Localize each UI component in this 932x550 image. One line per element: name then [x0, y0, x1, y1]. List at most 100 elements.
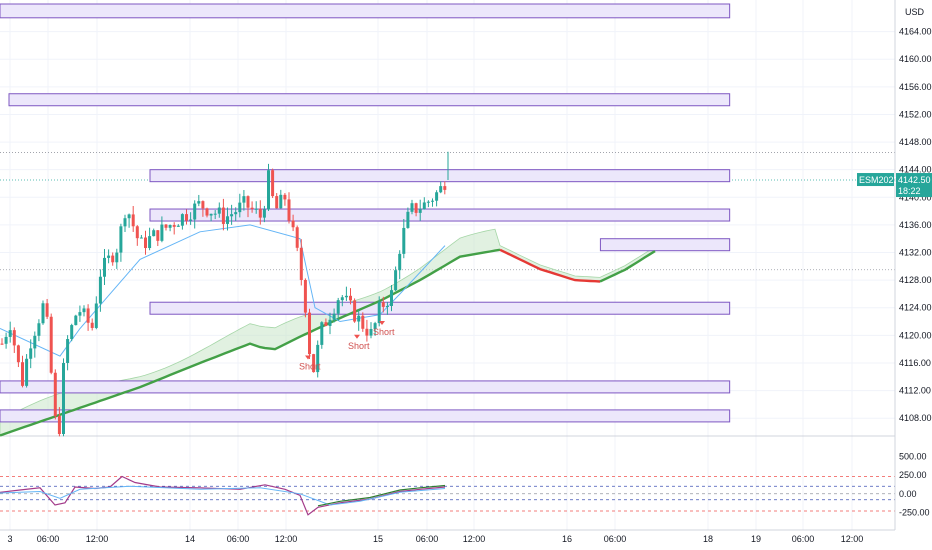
candle[interactable]: [234, 207, 238, 221]
candle[interactable]: [353, 298, 357, 323]
candle[interactable]: [361, 312, 365, 332]
candle[interactable]: [254, 201, 258, 214]
candle[interactable]: [246, 195, 250, 218]
candle[interactable]: [0, 338, 4, 345]
candle[interactable]: [209, 213, 213, 222]
zones-layer[interactable]: [0, 3, 731, 423]
price-axis[interactable]: USD 4164.00 4160.00 4156.00 4152.00 4148.00 41…: [894, 0, 932, 530]
candle[interactable]: [316, 340, 320, 378]
candle[interactable]: [66, 335, 70, 371]
supply-demand-zone[interactable]: [0, 409, 731, 423]
candle[interactable]: [139, 234, 143, 239]
candle[interactable]: [357, 310, 361, 331]
candle[interactable]: [62, 358, 65, 437]
candle[interactable]: [431, 198, 434, 207]
candle[interactable]: [189, 212, 193, 225]
candle[interactable]: [443, 181, 447, 195]
candle[interactable]: [365, 319, 369, 342]
candle[interactable]: [283, 193, 287, 206]
candle[interactable]: [418, 199, 422, 221]
candle[interactable]: [37, 319, 41, 342]
candle[interactable]: [238, 193, 242, 218]
candle[interactable]: [271, 168, 275, 199]
candle[interactable]: [439, 181, 443, 194]
candle[interactable]: [103, 248, 106, 286]
candle[interactable]: [148, 227, 152, 251]
candle[interactable]: [369, 322, 373, 339]
candle[interactable]: [377, 296, 381, 327]
time-axis[interactable]: 3 06:00 12:00 14 06:00 12:00 15 06:00 12:00 16 06:…: [0, 529, 895, 544]
candle[interactable]: [25, 354, 29, 388]
candle[interactable]: [78, 305, 82, 322]
candle[interactable]: [275, 193, 279, 209]
candle[interactable]: [193, 200, 197, 229]
candles-layer[interactable]: [0, 151, 449, 437]
supply-demand-zone[interactable]: [0, 3, 731, 19]
candle[interactable]: [262, 205, 266, 223]
candle[interactable]: [226, 207, 229, 231]
candle[interactable]: [123, 214, 127, 233]
candle[interactable]: [410, 199, 414, 215]
candle[interactable]: [295, 225, 299, 252]
candle[interactable]: [394, 266, 398, 291]
candle[interactable]: [135, 225, 139, 246]
candle[interactable]: [16, 344, 20, 368]
candle[interactable]: [402, 219, 406, 259]
supply-demand-zone[interactable]: [8, 93, 731, 107]
candle[interactable]: [172, 222, 176, 235]
candle[interactable]: [144, 230, 147, 255]
candle[interactable]: [332, 308, 336, 323]
candle[interactable]: [303, 278, 307, 318]
candle[interactable]: [217, 202, 221, 218]
candle[interactable]: [230, 204, 234, 225]
candle[interactable]: [299, 239, 303, 286]
candle[interactable]: [185, 209, 188, 225]
candle[interactable]: [49, 313, 53, 375]
candle[interactable]: [414, 202, 418, 217]
candle[interactable]: [152, 228, 156, 237]
candle[interactable]: [312, 353, 316, 373]
candle[interactable]: [127, 213, 131, 228]
candle[interactable]: [390, 285, 393, 312]
candle[interactable]: [197, 194, 201, 207]
candle[interactable]: [422, 197, 426, 210]
candle[interactable]: [4, 332, 8, 349]
candle[interactable]: [8, 321, 12, 343]
supply-demand-zone[interactable]: [599, 238, 731, 252]
candle[interactable]: [164, 224, 168, 231]
candle[interactable]: [131, 205, 135, 232]
candle[interactable]: [344, 286, 348, 301]
candle[interactable]: [324, 318, 328, 327]
supply-demand-zone[interactable]: [0, 380, 731, 394]
candle[interactable]: [291, 214, 295, 232]
candle[interactable]: [406, 207, 410, 229]
candle[interactable]: [107, 249, 111, 264]
candle[interactable]: [180, 213, 184, 230]
candle[interactable]: [242, 190, 246, 211]
candle[interactable]: [258, 200, 262, 225]
candle[interactable]: [12, 327, 16, 353]
candle[interactable]: [250, 201, 254, 213]
candle[interactable]: [160, 216, 164, 243]
candle[interactable]: [70, 323, 74, 342]
candle[interactable]: [94, 296, 98, 330]
candle[interactable]: [426, 200, 430, 208]
candle[interactable]: [41, 300, 45, 325]
candle[interactable]: [29, 339, 33, 369]
candle[interactable]: [74, 314, 78, 326]
candle[interactable]: [349, 288, 352, 305]
candle[interactable]: [340, 295, 344, 307]
candle[interactable]: [21, 355, 24, 388]
candle[interactable]: [279, 189, 283, 209]
candle[interactable]: [98, 269, 102, 312]
candle[interactable]: [33, 331, 37, 358]
candle[interactable]: [221, 198, 225, 231]
candle[interactable]: [86, 304, 90, 331]
candle[interactable]: [57, 407, 61, 437]
candle[interactable]: [90, 318, 94, 331]
supply-demand-zone[interactable]: [149, 169, 731, 183]
candle[interactable]: [45, 298, 49, 320]
candle[interactable]: [398, 250, 402, 280]
candle[interactable]: [176, 224, 180, 227]
candle[interactable]: [168, 224, 172, 232]
